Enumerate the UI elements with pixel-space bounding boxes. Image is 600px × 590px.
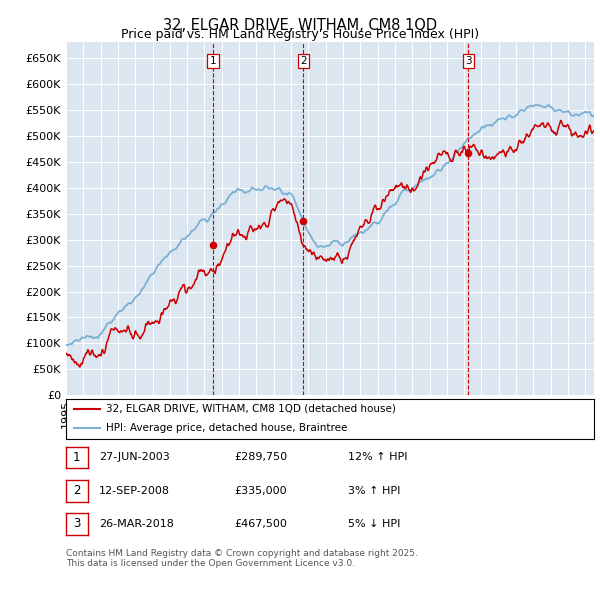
Text: 5% ↓ HPI: 5% ↓ HPI: [348, 519, 400, 529]
Text: Price paid vs. HM Land Registry's House Price Index (HPI): Price paid vs. HM Land Registry's House …: [121, 28, 479, 41]
Text: Contains HM Land Registry data © Crown copyright and database right 2025.
This d: Contains HM Land Registry data © Crown c…: [66, 549, 418, 568]
Text: 32, ELGAR DRIVE, WITHAM, CM8 1QD: 32, ELGAR DRIVE, WITHAM, CM8 1QD: [163, 18, 437, 32]
Text: 3: 3: [73, 517, 80, 530]
Text: 1: 1: [73, 451, 80, 464]
Text: 2: 2: [300, 56, 307, 66]
Text: 3: 3: [465, 56, 472, 66]
Text: 2: 2: [73, 484, 80, 497]
Text: HPI: Average price, detached house, Braintree: HPI: Average price, detached house, Brai…: [106, 422, 347, 432]
Text: £289,750: £289,750: [234, 453, 287, 462]
Text: 26-MAR-2018: 26-MAR-2018: [99, 519, 174, 529]
Text: 27-JUN-2003: 27-JUN-2003: [99, 453, 170, 462]
Text: 12% ↑ HPI: 12% ↑ HPI: [348, 453, 407, 462]
Text: £335,000: £335,000: [234, 486, 287, 496]
Text: 1: 1: [209, 56, 216, 66]
Text: £467,500: £467,500: [234, 519, 287, 529]
Text: 12-SEP-2008: 12-SEP-2008: [99, 486, 170, 496]
Text: 32, ELGAR DRIVE, WITHAM, CM8 1QD (detached house): 32, ELGAR DRIVE, WITHAM, CM8 1QD (detach…: [106, 404, 395, 414]
Text: 3% ↑ HPI: 3% ↑ HPI: [348, 486, 400, 496]
